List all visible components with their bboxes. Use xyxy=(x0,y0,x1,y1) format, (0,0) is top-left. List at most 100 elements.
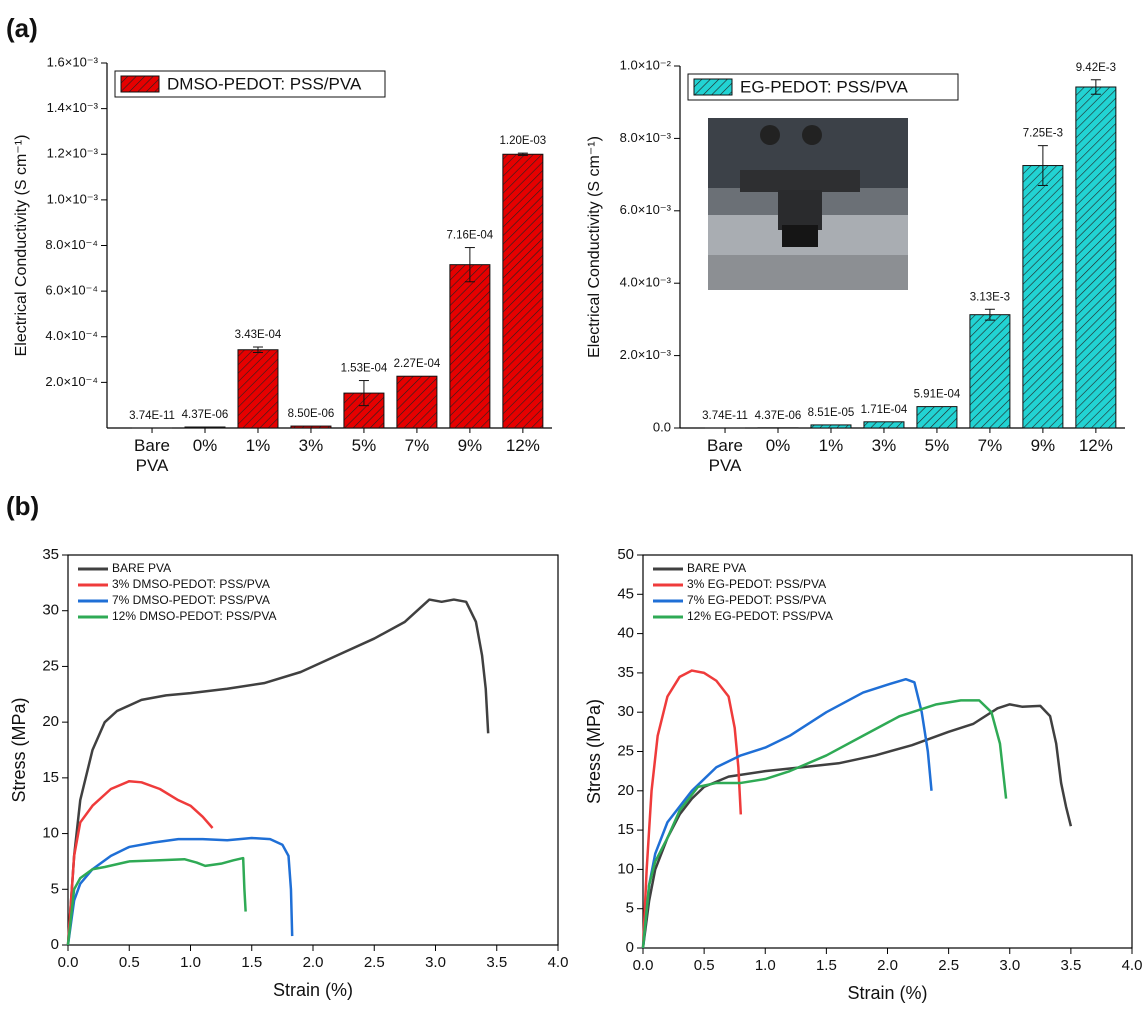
x-tick-label: 5% xyxy=(351,436,377,455)
x-tick-label: 9% xyxy=(457,436,483,455)
error-bar xyxy=(1090,79,1101,95)
x-tick-label: 0.5 xyxy=(119,954,140,971)
y-tick-label: 1.2×10⁻³ xyxy=(47,146,99,161)
y-tick-label: 6.0×10⁻³ xyxy=(620,202,672,217)
x-tick-label: 2.5 xyxy=(938,957,959,974)
x-tick-label: 3.5 xyxy=(486,954,507,971)
y-tick-label: 5 xyxy=(51,880,59,897)
legend-label: 3% EG-PEDOT: PSS/PVA xyxy=(687,577,826,591)
value-label: 2.27E-04 xyxy=(394,358,441,370)
bar xyxy=(290,425,332,429)
panel-label: (b) xyxy=(6,491,39,521)
bar xyxy=(502,153,544,429)
value-label: 1.53E-04 xyxy=(341,363,388,375)
y-tick-label: 8.0×10⁻³ xyxy=(620,130,672,145)
legend-label: 12% DMSO-PEDOT: PSS/PVA xyxy=(112,609,277,623)
legend-box xyxy=(687,73,959,101)
y-axis-label: Stress (MPa) xyxy=(9,697,29,802)
value-label: 3.43E-04 xyxy=(235,329,282,341)
y-tick-label: 1.0×10⁻³ xyxy=(47,191,99,206)
y-tick-label: 0 xyxy=(51,936,59,953)
value-label: 7.16E-04 xyxy=(447,230,494,242)
x-tick-label: 4.0 xyxy=(548,954,569,971)
x-tick-label: 5% xyxy=(924,436,950,455)
error-bar xyxy=(984,308,995,321)
y-tick-label: 8.0×10⁻⁴ xyxy=(45,237,98,252)
x-tick-label: 3.0 xyxy=(425,954,446,971)
bar xyxy=(916,406,958,429)
x-tick-label: 4.0 xyxy=(1122,957,1143,974)
value-label: 8.50E-06 xyxy=(288,408,335,420)
value-label: 4.37E-06 xyxy=(182,409,229,421)
legend-label: 7% EG-PEDOT: PSS/PVA xyxy=(687,593,826,607)
x-tick-label: 7% xyxy=(404,436,430,455)
bar xyxy=(184,426,226,429)
x-tick-label: 3% xyxy=(298,436,324,455)
line-series xyxy=(641,703,1073,949)
bar xyxy=(810,424,852,429)
line-series xyxy=(66,779,214,946)
y-tick-label: 0.0 xyxy=(653,419,671,434)
y-tick-label: 25 xyxy=(42,657,59,674)
y-tick-label: 0 xyxy=(626,939,634,956)
y-tick-label: 20 xyxy=(617,782,634,799)
x-tick-label: 2.0 xyxy=(303,954,324,971)
y-axis-label: Stress (MPa) xyxy=(584,699,604,804)
x-tick-label: 1.0 xyxy=(755,957,776,974)
y-tick-label: 20 xyxy=(42,713,59,730)
x-tick-label: 0% xyxy=(765,436,791,455)
x-tick-label: 12% xyxy=(505,436,540,455)
y-tick-label: 50 xyxy=(617,546,634,563)
error-bar xyxy=(252,346,263,353)
y-tick-label: 45 xyxy=(617,585,634,602)
value-label: 9.42E-3 xyxy=(1076,62,1116,74)
line-series xyxy=(641,677,933,949)
x-tick-label: 7% xyxy=(977,436,1003,455)
y-tick-label: 4.0×10⁻⁴ xyxy=(45,328,98,343)
value-label: 8.51E-05 xyxy=(808,407,855,419)
y-tick-label: 35 xyxy=(42,546,59,563)
bar xyxy=(396,375,438,429)
y-tick-label: 1.4×10⁻³ xyxy=(47,100,99,115)
legend-swatch xyxy=(120,75,160,93)
value-label: 7.25E-3 xyxy=(1023,128,1063,140)
x-tick-label: 0% xyxy=(192,436,218,455)
y-axis-label: Electrical Conductivity (S cm⁻¹) xyxy=(13,135,30,357)
y-tick-label: 15 xyxy=(617,821,634,838)
legend-label: 7% DMSO-PEDOT: PSS/PVA xyxy=(112,593,270,607)
panel-label: (a) xyxy=(6,13,38,43)
legend-label: BARE PVA xyxy=(687,561,746,575)
x-tick-label: 0.0 xyxy=(633,957,654,974)
line-series xyxy=(66,598,490,946)
x-tick-label: 2.0 xyxy=(877,957,898,974)
y-tick-label: 25 xyxy=(617,742,634,759)
y-tick-label: 30 xyxy=(42,602,59,619)
bar xyxy=(449,264,491,429)
x-tick-label: 3% xyxy=(871,436,897,455)
value-label: 4.37E-06 xyxy=(755,410,802,422)
line-series xyxy=(66,836,294,946)
x-axis-label: Strain (%) xyxy=(847,983,927,1003)
y-tick-label: 2.0×10⁻⁴ xyxy=(45,374,98,389)
y-tick-label: 15 xyxy=(42,769,59,786)
x-tick-label: Bare PVA xyxy=(134,436,170,475)
error-bar xyxy=(358,380,369,407)
line-series xyxy=(641,699,1008,949)
x-tick-label: 1.5 xyxy=(241,954,262,971)
line-series xyxy=(66,856,247,946)
bar xyxy=(863,421,905,429)
y-axis-label: Electrical Conductivity (S cm⁻¹) xyxy=(586,136,603,358)
value-label: 3.13E-3 xyxy=(970,291,1010,303)
bar xyxy=(237,349,279,429)
x-tick-label: 1.0 xyxy=(180,954,201,971)
value-label: 1.71E-04 xyxy=(861,404,908,416)
y-tick-label: 4.0×10⁻³ xyxy=(620,275,672,290)
bar xyxy=(969,314,1011,429)
y-tick-label: 2.0×10⁻³ xyxy=(620,347,672,362)
x-tick-label: 1% xyxy=(245,436,271,455)
x-tick-label: 3.0 xyxy=(999,957,1020,974)
y-tick-label: 10 xyxy=(617,860,634,877)
x-tick-label: 12% xyxy=(1078,436,1113,455)
